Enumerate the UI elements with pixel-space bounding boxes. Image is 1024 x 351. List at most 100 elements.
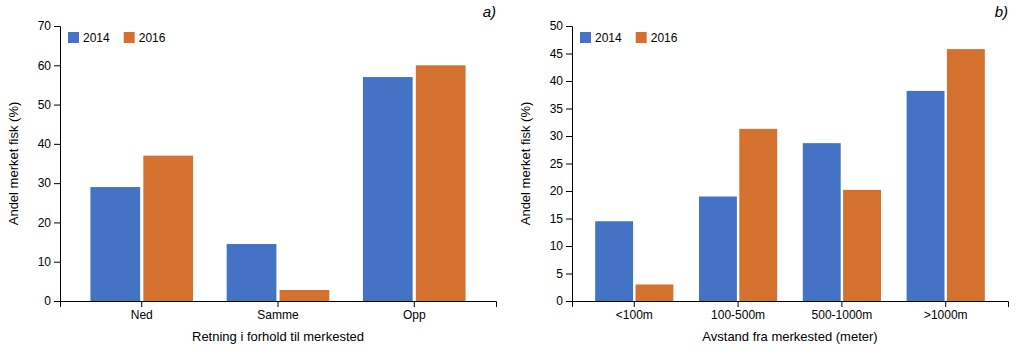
tick-label: 20 bbox=[38, 216, 52, 230]
legend-label: 2016 bbox=[651, 31, 678, 45]
tick-mark bbox=[566, 246, 572, 247]
bar-series bbox=[635, 49, 984, 301]
legend-label: 2014 bbox=[595, 31, 622, 45]
bar-series bbox=[143, 65, 465, 301]
y-tick: 30 bbox=[38, 176, 60, 190]
tick-mark bbox=[54, 301, 60, 302]
tick-mark bbox=[566, 109, 572, 110]
tick-label: 0 bbox=[556, 294, 563, 308]
tick-mark bbox=[414, 301, 415, 307]
x-tick: 500-1000m bbox=[812, 301, 873, 322]
y-tick: 5 bbox=[556, 267, 572, 281]
tick-mark bbox=[566, 191, 572, 192]
tick-label: 50 bbox=[38, 98, 52, 112]
y-tick: 50 bbox=[550, 19, 572, 33]
bar bbox=[739, 129, 777, 301]
bar bbox=[227, 244, 277, 301]
bar bbox=[843, 190, 881, 301]
panel: 010203040506070NedSammeOppRetning i forh… bbox=[6, 3, 497, 344]
y-axis: 0 5 10 15 20 25 30 35 40 45 50 bbox=[550, 19, 573, 308]
legend: 20142016 bbox=[68, 31, 166, 45]
tick-mark bbox=[54, 144, 60, 145]
bar-series bbox=[90, 77, 412, 301]
y-tick: 30 bbox=[550, 129, 572, 143]
tick-label: <100m bbox=[616, 308, 653, 322]
bar bbox=[143, 156, 193, 301]
tick-mark bbox=[54, 26, 60, 27]
axis-line bbox=[566, 27, 573, 302]
tick-label: 5 bbox=[556, 267, 563, 281]
panel-label: b) bbox=[995, 3, 1008, 20]
tick-mark bbox=[54, 65, 60, 66]
tick-mark bbox=[566, 54, 572, 55]
tick-mark bbox=[566, 81, 572, 82]
tick-label: >1000m bbox=[924, 308, 968, 322]
tick-label: 70 bbox=[38, 19, 52, 33]
y-tick: 40 bbox=[550, 74, 572, 88]
tick-mark bbox=[54, 183, 60, 184]
tick-label: 25 bbox=[550, 157, 564, 171]
bar bbox=[699, 197, 737, 302]
y-tick: 70 bbox=[38, 19, 60, 33]
y-tick: 20 bbox=[550, 184, 572, 198]
legend-swatch bbox=[68, 32, 79, 43]
tick-mark bbox=[278, 301, 279, 307]
panel: 0 5 10 15 20 25 30 35 40 45 50 <100m 100-500m 500-100… bbox=[518, 3, 1009, 344]
tick-mark bbox=[566, 301, 572, 302]
legend-swatch bbox=[124, 32, 135, 43]
tick-label: 50 bbox=[550, 19, 564, 33]
axis-line bbox=[61, 302, 497, 308]
x-tick: <100m bbox=[616, 301, 653, 322]
tick-mark bbox=[566, 136, 572, 137]
tick-mark bbox=[566, 219, 572, 220]
tick-label: 500-1000m bbox=[812, 308, 873, 322]
tick-mark bbox=[54, 262, 60, 263]
y-tick: 35 bbox=[550, 102, 572, 116]
tick-label: Samme bbox=[257, 308, 299, 322]
y-tick: 10 bbox=[550, 239, 572, 253]
panel-label: a) bbox=[483, 3, 496, 20]
tick-label: 30 bbox=[38, 176, 52, 190]
tick-mark bbox=[54, 105, 60, 106]
x-tick: 100-500m bbox=[711, 301, 765, 322]
tick-mark bbox=[566, 274, 572, 275]
y-tick: 45 bbox=[550, 47, 572, 61]
x-tick: >1000m bbox=[924, 301, 968, 322]
tick-mark bbox=[738, 301, 739, 307]
legend-label: 2016 bbox=[139, 31, 166, 45]
bar-series bbox=[595, 91, 944, 301]
legend-swatch bbox=[636, 32, 647, 43]
tick-label: 35 bbox=[550, 102, 564, 116]
y-axis-title: Andel merket fisk (%) bbox=[6, 102, 21, 226]
bar bbox=[907, 91, 945, 301]
y-tick: 15 bbox=[550, 212, 572, 226]
x-tick: Opp bbox=[403, 301, 426, 322]
y-tick: 20 bbox=[38, 216, 60, 230]
y-tick: 10 bbox=[38, 255, 60, 269]
tick-label: 100-500m bbox=[711, 308, 765, 322]
bar bbox=[803, 143, 841, 301]
axis-line bbox=[573, 302, 1009, 308]
tick-label: 10 bbox=[38, 255, 52, 269]
tick-label: 40 bbox=[38, 137, 52, 151]
bar bbox=[595, 221, 633, 301]
tick-mark bbox=[566, 164, 572, 165]
y-tick: 40 bbox=[38, 137, 60, 151]
tick-label: 15 bbox=[550, 212, 564, 226]
y-axis-title: Andel merket fisk (%) bbox=[518, 102, 533, 226]
bar bbox=[947, 49, 985, 301]
x-axis: NedSammeOpp bbox=[61, 301, 497, 322]
tick-mark bbox=[634, 301, 635, 307]
y-tick: 0 bbox=[556, 294, 572, 308]
legend-swatch bbox=[580, 32, 591, 43]
bars bbox=[90, 65, 465, 301]
chart-canvas: 010203040506070NedSammeOppRetning i forh… bbox=[0, 0, 1024, 351]
legend-item: 2016 bbox=[124, 31, 166, 45]
y-tick: 50 bbox=[38, 98, 60, 112]
x-tick: Samme bbox=[257, 301, 299, 322]
tick-label: 30 bbox=[550, 129, 564, 143]
tick-mark bbox=[54, 222, 60, 223]
y-tick: 0 bbox=[44, 294, 60, 308]
axis-line bbox=[54, 27, 61, 302]
legend-item: 2016 bbox=[636, 31, 678, 45]
